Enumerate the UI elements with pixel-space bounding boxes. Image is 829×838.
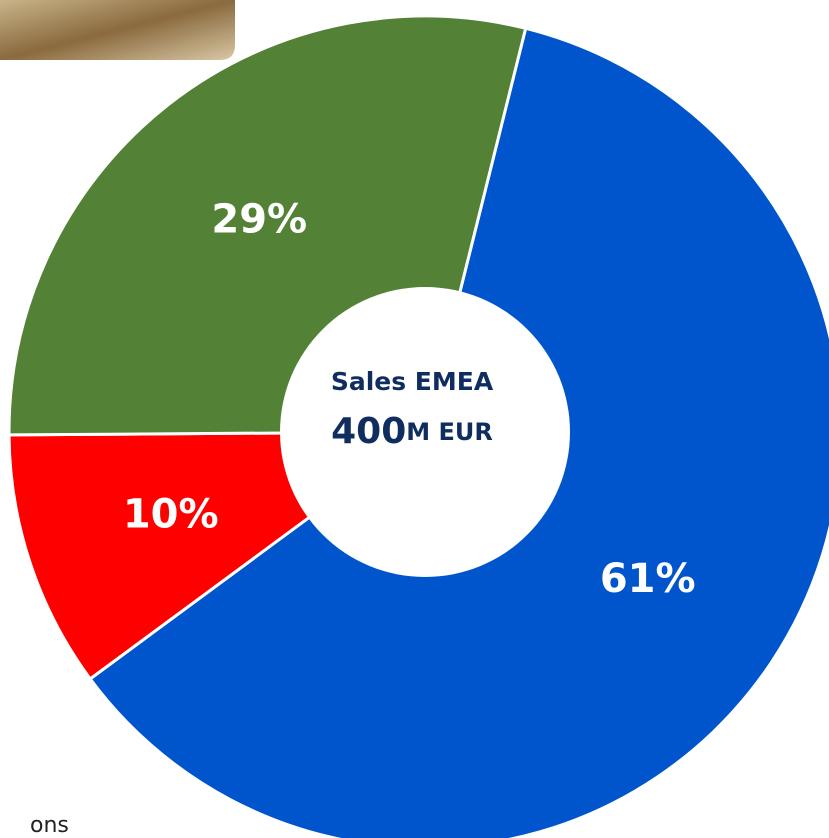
center-value: 400M EUR xyxy=(331,411,493,452)
center-number: 400 xyxy=(331,411,406,452)
donut-hole xyxy=(280,287,570,577)
slice-label: 10% xyxy=(123,492,219,538)
center-title: Sales EMEA xyxy=(331,367,494,396)
slice-label: 29% xyxy=(211,196,307,242)
center-unit: M EUR xyxy=(406,418,493,446)
donut-chart xyxy=(7,14,829,838)
footer-text: ons xyxy=(30,813,69,838)
slice-label: 61% xyxy=(600,556,696,602)
photo xyxy=(0,0,235,60)
